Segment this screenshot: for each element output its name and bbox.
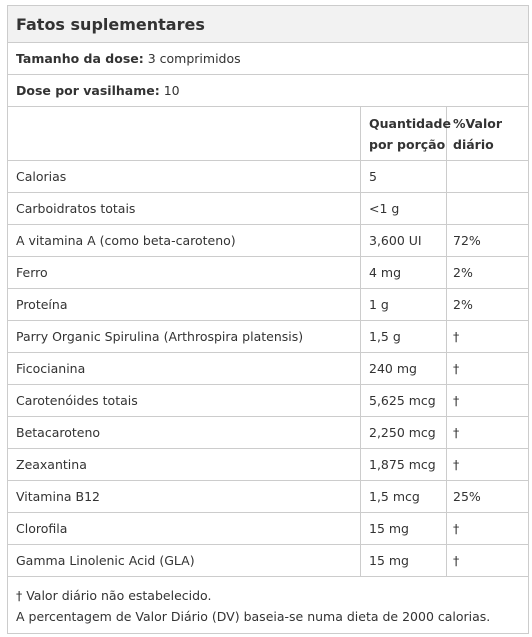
cell: 15 mg — [361, 545, 447, 576]
label: Dose por vasilhame: — [16, 83, 160, 98]
cell: Ficocianina — [8, 353, 361, 384]
cell: 72% — [453, 233, 481, 248]
cell: 240 mg — [361, 353, 447, 384]
cell — [447, 193, 528, 224]
table-row: A vitamina A (como beta-caroteno) 3,600 U… — [8, 225, 528, 257]
cell: 1 g — [361, 289, 447, 320]
footnotes: † Valor diário não estabelecido. A perce… — [8, 577, 528, 633]
cell: Gamma Linolenic Acid (GLA) — [8, 545, 361, 576]
cell: <1 g — [361, 193, 447, 224]
label: Tamanho da dose: — [16, 51, 144, 66]
servings-per-container: Dose por vasilhame: 10 — [8, 75, 528, 107]
cell: † — [453, 457, 460, 472]
cell: Betacaroteno — [8, 417, 361, 448]
cell: A vitamina A (como beta-caroteno) — [8, 225, 361, 256]
table-row: Betacaroteno 2,250 mcg † — [8, 417, 528, 449]
cell: † — [453, 393, 460, 408]
cell: 2% — [453, 297, 473, 312]
cell — [8, 107, 361, 160]
serving-size: Tamanho da dose: 3 comprimidos — [8, 43, 528, 75]
footnote: † Valor diário não estabelecido. — [16, 588, 212, 603]
cell: 5 — [361, 161, 447, 192]
cell: 1,5 g — [361, 321, 447, 352]
cell: Clorofila — [8, 513, 361, 544]
supplement-facts: Fatos suplementares Tamanho da dose: 3 c… — [7, 5, 529, 634]
table-row: Carotenóides totais 5,625 mcg † — [8, 385, 528, 417]
cell: † — [453, 553, 460, 568]
cell: Carotenóides totais — [8, 385, 361, 416]
table-row: Zeaxantina 1,875 mcg † — [8, 449, 528, 481]
table-row: Parry Organic Spirulina (Arthrospira pla… — [8, 321, 528, 353]
table-row: Clorofila 15 mg † — [8, 513, 528, 545]
cell: 15 mg — [361, 513, 447, 544]
cell: 25% — [453, 489, 481, 504]
cell: † — [453, 361, 460, 376]
value: 10 — [163, 83, 180, 98]
table-row: Carboidratos totais <1 g — [8, 193, 528, 225]
footnote: A percentagem de Valor Diário (DV) basei… — [16, 609, 491, 624]
table-row: Vitamina B12 1,5 mcg 25% — [8, 481, 528, 513]
cell: 1,5 mcg — [361, 481, 447, 512]
table-row: Calorias 5 — [8, 161, 528, 193]
cell: 4 mg — [361, 257, 447, 288]
cell: 2,250 mcg — [361, 417, 447, 448]
table-row: Ferro 4 mg 2% — [8, 257, 528, 289]
cell: 2% — [453, 265, 473, 280]
cell: Calorias — [8, 161, 361, 192]
column-header: Quantidade por porção %Valor diário — [8, 107, 528, 161]
table-row: Proteína 1 g 2% — [8, 289, 528, 321]
value: 3 comprimidos — [147, 51, 241, 66]
cell: 1,875 mcg — [361, 449, 447, 480]
cell: Ferro — [8, 257, 361, 288]
cell: Zeaxantina — [8, 449, 361, 480]
column-label: Quantidade por porção — [361, 107, 451, 160]
cell: Proteína — [8, 289, 361, 320]
cell: 5,625 mcg — [361, 385, 447, 416]
cell: Parry Organic Spirulina (Arthrospira pla… — [8, 321, 361, 352]
column-label: %Valor diário — [453, 115, 502, 152]
cell: Carboidratos totais — [8, 193, 361, 224]
cell: 3,600 UI — [361, 225, 447, 256]
title: Fatos suplementares — [8, 6, 528, 43]
cell: † — [453, 329, 460, 344]
table-row: Gamma Linolenic Acid (GLA) 15 mg † — [8, 545, 528, 577]
cell: Vitamina B12 — [8, 481, 361, 512]
cell — [447, 161, 528, 192]
cell: † — [453, 521, 460, 536]
table-row: Ficocianina 240 mg † — [8, 353, 528, 385]
cell: † — [453, 425, 460, 440]
